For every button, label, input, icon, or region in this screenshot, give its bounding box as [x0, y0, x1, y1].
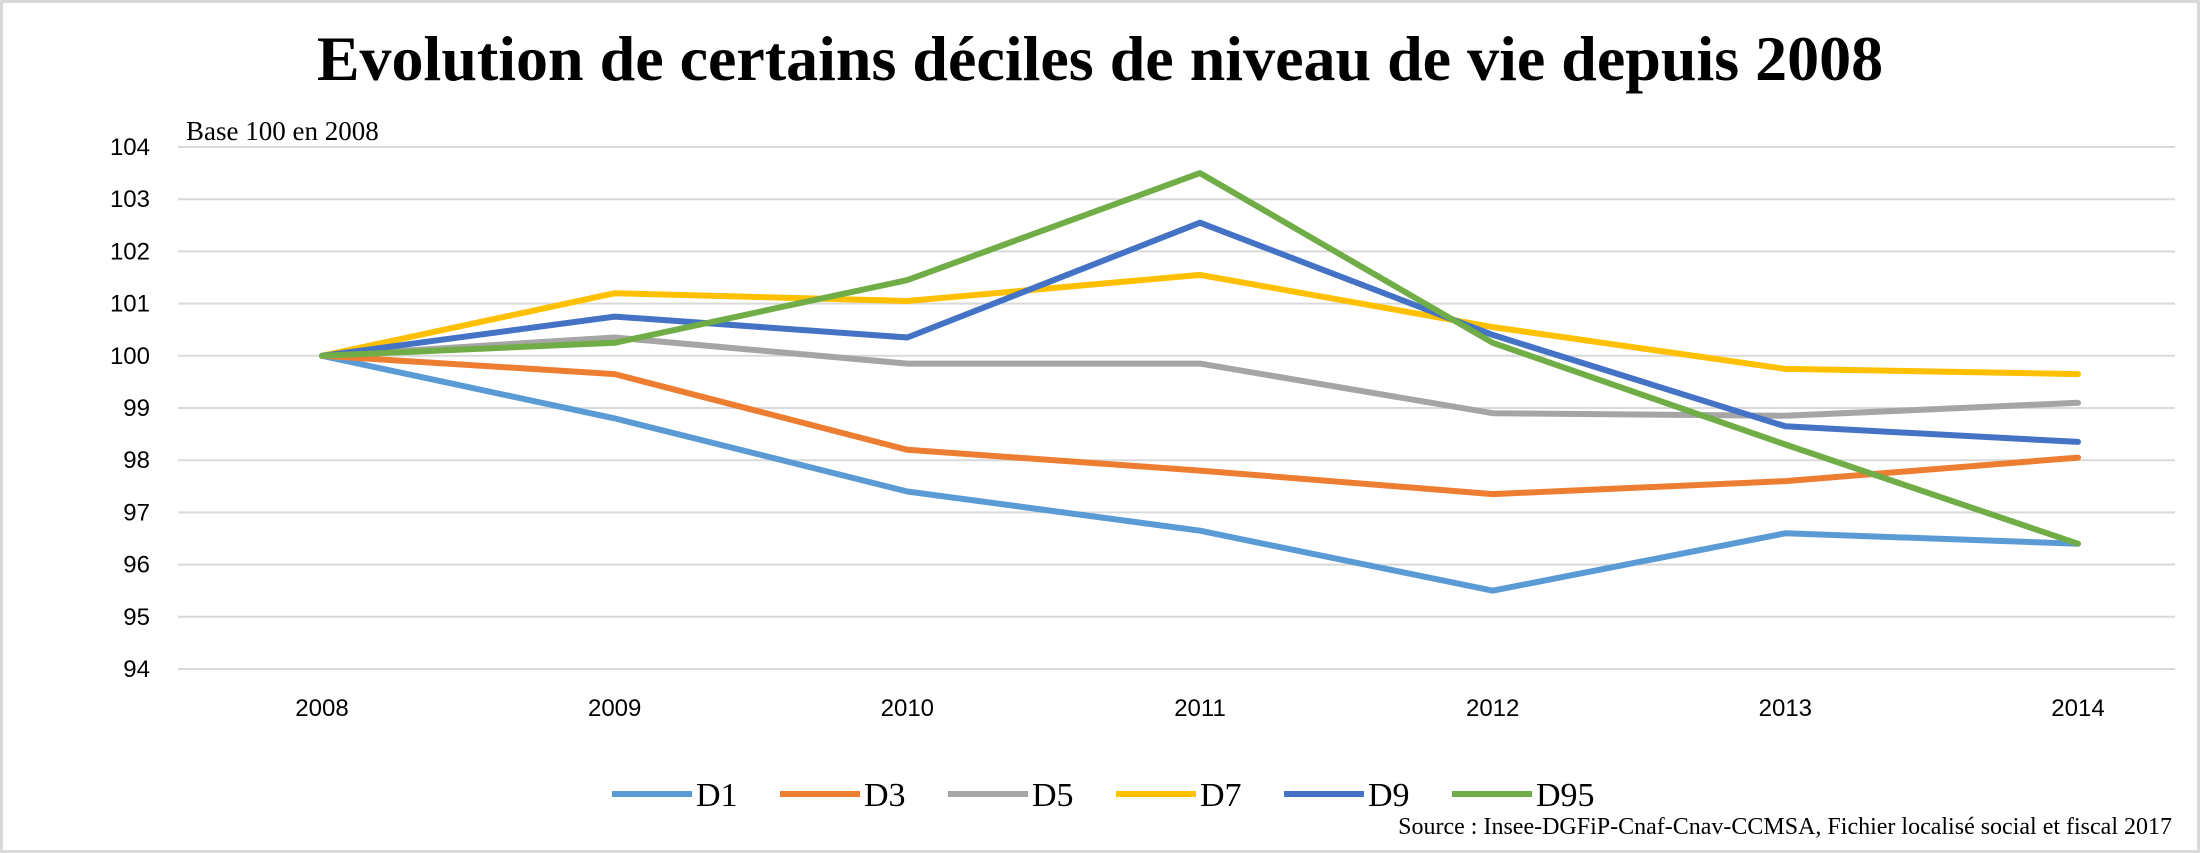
y-tick-label: 98 — [123, 447, 150, 474]
chart-title: Evolution de certains déciles de niveau … — [316, 23, 1884, 94]
source-note: Source : Insee-DGFiP-Cnaf-Cnav-CCMSA, Fi… — [1398, 814, 2172, 840]
y-tick-label: 104 — [110, 134, 150, 161]
series-line-d95 — [319, 170, 2081, 547]
x-tick-label: 2010 — [881, 695, 934, 722]
legend: D1 D3 D5 D7 D9 D95 — [612, 777, 1595, 814]
y-tick-label: 95 — [123, 604, 150, 631]
y-tick-label: 97 — [123, 499, 150, 526]
x-axis-ticks: 2008 2009 2010 2011 2012 2013 2014 — [295, 695, 2104, 722]
y-axis-ticks: 94 95 96 97 98 99 100 101 102 103 104 — [110, 134, 150, 683]
legend-label-d95: D95 — [1536, 777, 1595, 814]
series-lines — [319, 170, 2081, 594]
gridlines — [178, 146, 2175, 670]
y-tick-label: 99 — [123, 395, 150, 422]
x-tick-label: 2012 — [1466, 695, 1519, 722]
y-tick-label: 103 — [110, 186, 150, 213]
series-line-d7 — [319, 271, 2081, 378]
y-tick-label: 101 — [110, 291, 150, 318]
x-tick-label: 2009 — [588, 695, 641, 722]
x-tick-label: 2014 — [2051, 695, 2104, 722]
series-line-d9 — [319, 219, 2081, 445]
chart-subtitle: Base 100 en 2008 — [186, 116, 379, 146]
x-tick-label: 2013 — [1759, 695, 1812, 722]
legend-label-d1: D1 — [696, 777, 738, 814]
series-line-d1 — [319, 352, 2081, 594]
legend-label-d9: D9 — [1368, 777, 1410, 814]
y-tick-label: 96 — [123, 552, 150, 579]
x-tick-label: 2008 — [295, 695, 348, 722]
y-tick-label: 100 — [110, 343, 150, 370]
series-line-d3 — [319, 352, 2081, 498]
legend-label-d5: D5 — [1032, 777, 1074, 814]
series-line-d5 — [319, 334, 2081, 419]
x-tick-label: 2011 — [1174, 695, 1226, 722]
y-tick-label: 94 — [123, 656, 150, 683]
y-tick-label: 102 — [110, 238, 150, 265]
legend-label-d7: D7 — [1200, 777, 1242, 814]
legend-label-d3: D3 — [864, 777, 906, 814]
